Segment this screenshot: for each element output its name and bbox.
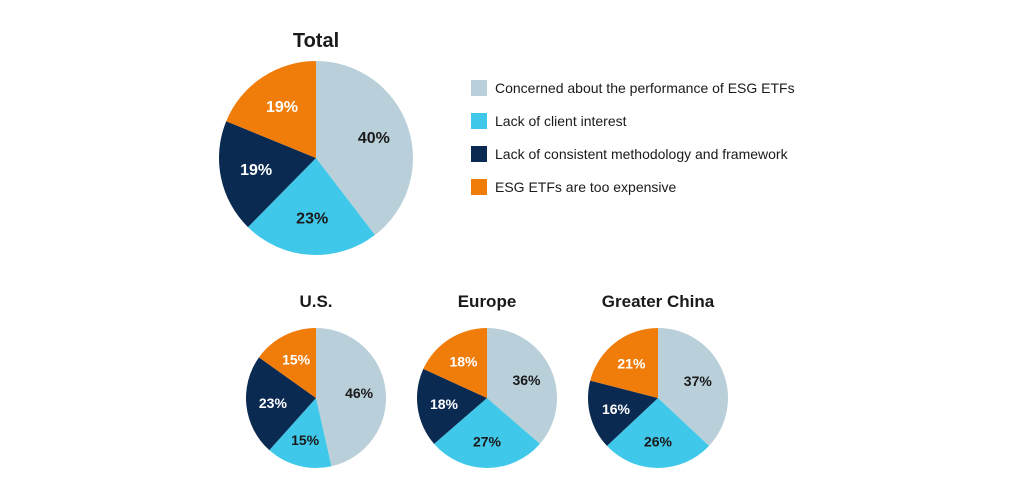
- pie-slice-greater-china-1: [658, 328, 729, 446]
- legend-label: Lack of consistent methodology and frame…: [495, 146, 789, 162]
- pie-slice-europe-1: [487, 328, 557, 444]
- slice-label: 26%: [644, 433, 673, 449]
- pie-greater-china: 37% 26% 16% 21% Greater China: [587, 292, 729, 469]
- slice-label: 27%: [473, 433, 502, 449]
- pie-slice-europe-3: [417, 368, 487, 444]
- legend-swatch: [471, 80, 487, 96]
- pie-slice-u-s-2: [269, 398, 332, 468]
- slice-label: 21%: [617, 356, 646, 372]
- pie-title: U.S.: [299, 292, 332, 311]
- pie-slice-greater-china-4: [590, 328, 658, 398]
- pie-europe: 36% 27% 18% 18% Europe: [417, 292, 557, 468]
- legend-item: Lack of consistent methodology and frame…: [471, 146, 789, 162]
- slice-label: 37%: [684, 373, 713, 389]
- pie-slice-europe-4: [423, 328, 487, 398]
- slice-label: 19%: [240, 162, 272, 179]
- legend-item: Concerned about the performance of ESG E…: [471, 80, 795, 96]
- pie-title: Greater China: [602, 292, 715, 311]
- slice-label: 46%: [345, 385, 374, 401]
- legend: Concerned about the performance of ESG E…: [471, 80, 795, 195]
- slice-label: 16%: [602, 401, 631, 417]
- slice-label: 15%: [291, 432, 320, 448]
- pie-slice-greater-china-2: [606, 398, 710, 469]
- pie-charts: 40% 23% 19% 19% Total 46% 15% 23% 15% U.S. 36% 27% 1…: [219, 30, 729, 469]
- pie-slice-total-1: [316, 61, 413, 236]
- slice-label: 23%: [259, 395, 288, 411]
- pie-slice-u-s-1: [316, 328, 386, 467]
- legend-item: ESG ETFs are too expensive: [471, 179, 677, 195]
- pie-title: Total: [293, 30, 339, 52]
- legend-swatch: [471, 146, 487, 162]
- pie-slice-u-s-3: [246, 357, 316, 451]
- slice-label: 23%: [296, 211, 328, 228]
- legend-swatch: [471, 113, 487, 129]
- legend-label: Concerned about the performance of ESG E…: [495, 80, 795, 96]
- slice-label: 36%: [512, 372, 541, 388]
- pie-slice-total-3: [219, 121, 316, 228]
- pie-slice-total-2: [247, 158, 375, 255]
- slice-label: 40%: [358, 130, 390, 147]
- pie-slice-europe-2: [434, 398, 540, 468]
- pie-slice-greater-china-3: [587, 380, 658, 446]
- pie-title: Europe: [458, 292, 517, 311]
- slice-label: 18%: [430, 396, 459, 412]
- pie-total: 40% 23% 19% 19% Total: [219, 30, 413, 255]
- pie-u-s: 46% 15% 23% 15% U.S.: [246, 292, 386, 468]
- legend-label: ESG ETFs are too expensive: [495, 179, 677, 195]
- slice-label: 19%: [266, 99, 298, 116]
- pie-slice-u-s-4: [258, 328, 316, 398]
- pie-slice-total-4: [226, 61, 316, 158]
- slice-label: 18%: [449, 354, 478, 370]
- slice-label: 15%: [282, 351, 311, 367]
- legend-label: Lack of client interest: [495, 113, 627, 129]
- legend-swatch: [471, 179, 487, 195]
- legend-item: Lack of client interest: [471, 113, 627, 129]
